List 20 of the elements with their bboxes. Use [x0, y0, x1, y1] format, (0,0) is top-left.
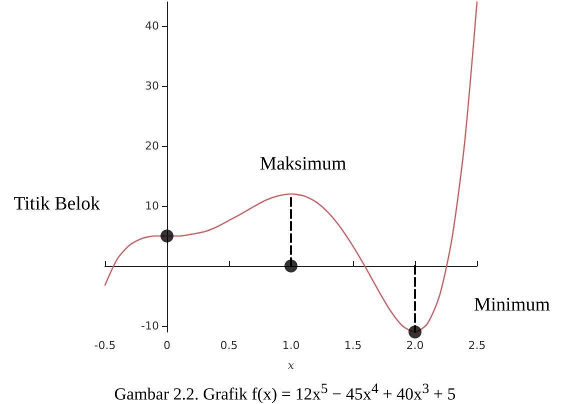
x-tick-label: 0: [164, 339, 170, 352]
point: [408, 326, 422, 338]
x-tick-label: 2.5: [468, 339, 486, 352]
text: Gambar 2.2. Grafik f(x) = 12x$^{5}$ − 45x$^{4}$ + 40x$^{3}$ + 5: [113, 380, 457, 404]
x-tick-label: 1.5: [344, 339, 362, 352]
y-tick-label: 30: [145, 80, 159, 92]
x-tick-label: -0.5: [94, 339, 116, 352]
text: Titik Belok: [14, 194, 100, 214]
y-tick-label: -10: [141, 320, 159, 332]
point: [160, 230, 174, 242]
annotation: Maksimum: [260, 154, 346, 174]
point: [284, 260, 298, 272]
y-tick-label: 40: [145, 20, 159, 32]
x-axis-title: x: [288, 359, 295, 372]
x-tick-label: 0.5: [220, 339, 238, 352]
x-tick-label: 1.0: [282, 339, 300, 352]
x-tick-label: 2.0: [406, 339, 424, 352]
annotation: Minimum: [474, 294, 550, 316]
y-tick-label: 20: [145, 140, 159, 152]
y-tick-label: 10: [145, 200, 159, 212]
